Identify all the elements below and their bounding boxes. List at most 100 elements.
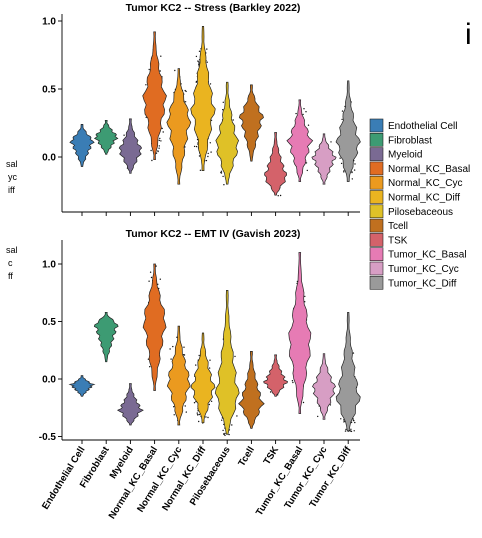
data-point	[210, 119, 213, 122]
violins	[68, 252, 361, 435]
data-point	[184, 101, 187, 103]
data-point	[220, 171, 222, 174]
data-point	[198, 155, 201, 157]
data-point	[305, 162, 308, 164]
data-point	[352, 419, 355, 421]
data-point	[184, 405, 186, 407]
legend-label: Normal_KC_Cyc	[388, 178, 462, 189]
legend-swatch	[369, 247, 384, 261]
data-point	[198, 50, 201, 52]
legend-label: Tumor_KC_Basal	[388, 250, 467, 261]
data-point	[185, 90, 187, 93]
data-point	[209, 142, 211, 144]
data-point	[151, 159, 153, 162]
data-point	[302, 401, 305, 404]
panel-title: Tumor KC2 -- EMT IV (Gavish 2023)	[126, 228, 301, 240]
violin-tumor-kc-diff	[335, 311, 361, 432]
data-point	[302, 113, 304, 116]
legend: Endothelial Cell Fibroblast Myeloid Normal_…	[369, 118, 470, 290]
violin-tumor-kc-basal	[288, 252, 312, 414]
cutoff-right-glyph: i	[465, 18, 472, 51]
data-point	[157, 150, 159, 153]
legend-label: Pilosebaceous	[388, 207, 453, 218]
data-point	[206, 61, 208, 63]
legend-label: Normal_KC_Diff	[388, 193, 460, 204]
data-point	[198, 413, 200, 416]
data-point	[158, 145, 160, 147]
legend-label: Endothelial Cell	[388, 121, 458, 132]
legend-swatch	[369, 275, 384, 290]
legend-swatch	[369, 118, 384, 133]
data-point	[123, 134, 125, 136]
legend-label: Tcell	[388, 221, 408, 232]
data-point	[198, 420, 200, 423]
data-point	[196, 412, 198, 414]
data-point	[223, 184, 225, 186]
data-point	[307, 124, 310, 126]
data-point	[172, 345, 174, 348]
violin-tumor-kc-cyc	[312, 353, 336, 420]
data-point	[157, 283, 159, 285]
x-tick-label: TSK	[262, 445, 282, 467]
data-point	[207, 416, 209, 419]
violin-pilosebaceous	[214, 290, 240, 435]
data-point	[184, 89, 186, 92]
data-point	[351, 171, 353, 173]
data-point	[198, 354, 200, 357]
data-point	[148, 280, 150, 282]
data-point	[232, 119, 234, 121]
legend-label: Tumor_KC_Cyc	[388, 264, 459, 275]
data-point	[344, 430, 347, 432]
data-point	[207, 152, 209, 155]
data-point	[228, 433, 230, 436]
data-point	[193, 402, 196, 404]
data-point	[343, 421, 345, 423]
data-point	[183, 346, 185, 348]
data-point	[159, 70, 161, 72]
data-point	[169, 348, 171, 350]
data-point	[174, 69, 176, 72]
violin-tcell	[238, 351, 265, 429]
data-point	[221, 419, 223, 421]
data-point	[150, 149, 152, 152]
data-point	[354, 163, 356, 165]
legend-swatch	[369, 147, 384, 161]
data-point	[343, 171, 345, 173]
violins	[69, 26, 361, 196]
data-point	[222, 101, 224, 104]
data-point	[160, 55, 162, 57]
violin-tsk	[264, 132, 288, 196]
legend-swatch	[369, 233, 384, 247]
axes: 0.0 0.5 1.0	[42, 14, 360, 216]
data-point	[195, 80, 198, 83]
cutoff-label: sal	[6, 245, 18, 255]
data-point	[208, 403, 210, 406]
data-point	[195, 364, 197, 366]
legend-swatch	[369, 204, 384, 219]
data-point	[195, 55, 198, 58]
panel-title: Tumor KC2 -- Stress (Barkley 2022)	[126, 2, 301, 14]
data-point	[150, 276, 153, 279]
data-point	[210, 400, 213, 402]
data-point	[222, 175, 224, 178]
data-point	[350, 428, 352, 430]
data-point	[279, 194, 282, 197]
x-tick-label: Tcell	[236, 445, 257, 469]
data-point	[305, 111, 307, 113]
data-point	[222, 429, 224, 432]
data-point	[329, 404, 332, 406]
data-point	[350, 430, 353, 433]
data-point	[224, 432, 226, 435]
violin-tumor-kc-cyc	[311, 133, 337, 185]
legend-swatch	[369, 218, 384, 233]
data-point	[195, 145, 198, 148]
data-point	[269, 391, 272, 393]
data-point	[222, 109, 224, 111]
y-tick-label: 0.5	[42, 85, 56, 96]
data-point	[352, 352, 355, 354]
data-point	[198, 63, 200, 66]
violin-normal-kc-diff	[190, 332, 216, 424]
data-point	[160, 140, 162, 142]
data-point	[170, 358, 172, 360]
